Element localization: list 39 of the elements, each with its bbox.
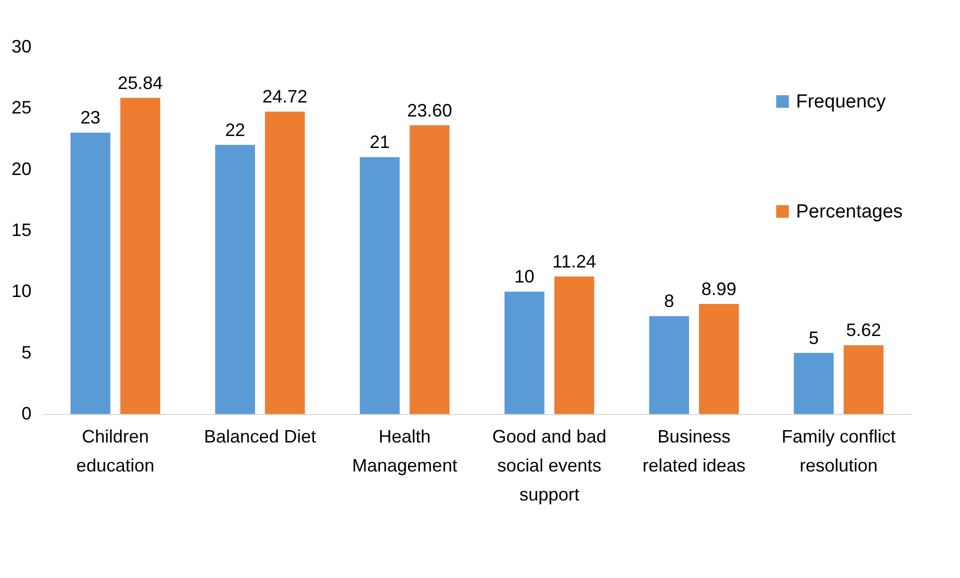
bar — [649, 316, 690, 414]
bar — [360, 157, 400, 414]
x-tick-label: Good and bad social events support — [492, 426, 606, 504]
data-label: 10 — [514, 266, 534, 287]
data-label: 8 — [664, 291, 674, 312]
bar — [844, 345, 884, 414]
data-label: 23 — [80, 108, 100, 128]
y-tick-label: 15 — [11, 220, 32, 240]
y-tick-label: 25 — [11, 98, 32, 118]
data-label: 25.84 — [118, 72, 163, 93]
data-label: 21 — [370, 132, 390, 152]
bar — [504, 292, 544, 414]
data-label: 5.62 — [846, 320, 882, 340]
legend-label: Frequency — [796, 92, 886, 112]
x-tick-label: Balanced Diet — [204, 426, 316, 446]
data-label: 5 — [808, 328, 819, 348]
legend-label: Percentages — [796, 202, 903, 222]
x-tick-label: Children education — [76, 426, 154, 476]
y-tick-label: 5 — [21, 342, 32, 362]
bar — [554, 276, 594, 414]
bar — [120, 98, 160, 414]
bar — [70, 132, 110, 414]
y-tick-label: 0 — [21, 404, 32, 424]
bar — [264, 112, 305, 414]
data-label: 24.72 — [262, 86, 308, 107]
y-tick-label: 20 — [11, 158, 32, 179]
data-label: 11.24 — [552, 251, 596, 272]
data-label: 23.60 — [407, 100, 452, 120]
bar — [410, 125, 450, 414]
x-tick-label: Family conflict resolution — [782, 426, 896, 476]
data-label: 22 — [225, 120, 246, 140]
y-tick-label: 10 — [11, 281, 32, 302]
y-tick-label: 30 — [11, 36, 32, 56]
x-tick-label: Business related ideas — [642, 426, 746, 476]
x-tick-label: Health Management — [352, 426, 458, 476]
bar — [794, 352, 834, 414]
bar — [698, 304, 739, 414]
bar — [215, 144, 256, 414]
data-label: 8.99 — [701, 279, 736, 300]
